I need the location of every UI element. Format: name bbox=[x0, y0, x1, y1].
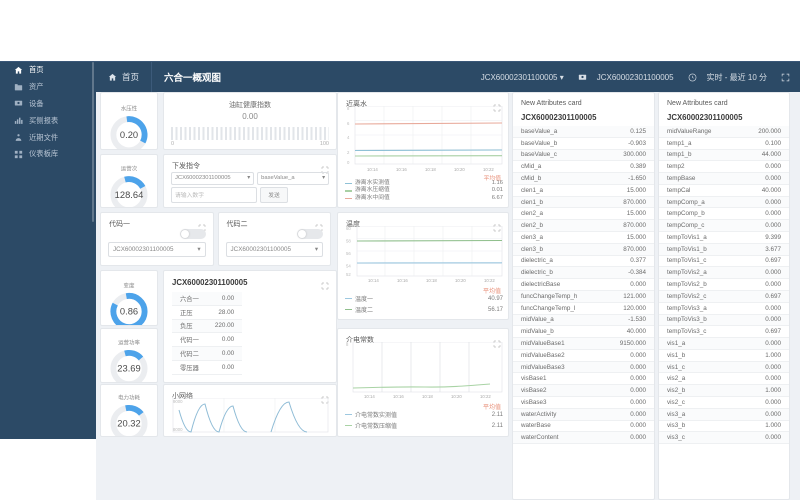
svg-text:10:22: 10:22 bbox=[484, 278, 495, 283]
svg-text:10:18: 10:18 bbox=[422, 394, 433, 399]
svg-text:4: 4 bbox=[347, 135, 350, 140]
svg-text:10:18: 10:18 bbox=[425, 167, 436, 172]
svg-text:0: 0 bbox=[347, 160, 350, 165]
svg-text:10:20: 10:20 bbox=[455, 278, 466, 283]
svg-text:54: 54 bbox=[346, 264, 351, 269]
svg-text:9000: 9000 bbox=[173, 399, 183, 404]
svg-text:58: 58 bbox=[346, 239, 351, 244]
svg-text:10:22: 10:22 bbox=[483, 167, 494, 172]
svg-text:56: 56 bbox=[346, 251, 351, 256]
svg-text:8: 8 bbox=[347, 106, 350, 111]
svg-text:10:14: 10:14 bbox=[367, 167, 378, 172]
svg-text:10:20: 10:20 bbox=[451, 394, 462, 399]
svg-text:10:16: 10:16 bbox=[396, 167, 407, 172]
svg-text:10:16: 10:16 bbox=[393, 394, 404, 399]
svg-text:10:18: 10:18 bbox=[426, 278, 437, 283]
svg-text:10:14: 10:14 bbox=[368, 278, 379, 283]
svg-text:10:16: 10:16 bbox=[397, 278, 408, 283]
svg-text:8000: 8000 bbox=[173, 427, 183, 432]
svg-text:10:22: 10:22 bbox=[480, 394, 491, 399]
svg-text:6: 6 bbox=[347, 121, 350, 126]
svg-text:60: 60 bbox=[346, 226, 351, 231]
svg-text:10:20: 10:20 bbox=[454, 167, 465, 172]
svg-text:2: 2 bbox=[347, 150, 350, 155]
svg-text:10:14: 10:14 bbox=[364, 394, 375, 399]
svg-text:52: 52 bbox=[346, 272, 351, 277]
svg-text:8: 8 bbox=[346, 342, 349, 347]
